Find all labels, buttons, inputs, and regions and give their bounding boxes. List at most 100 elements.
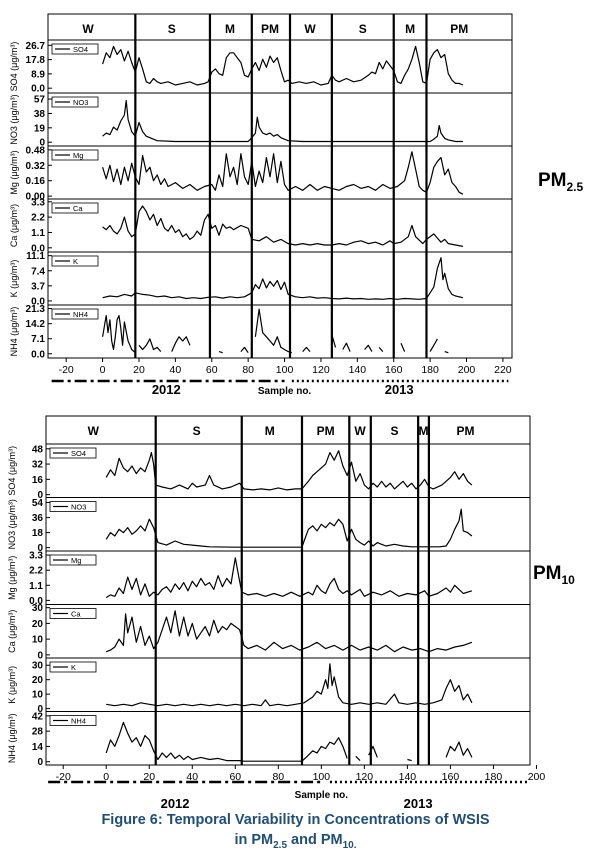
y-tick-label-so4-3: 26.7 (26, 41, 46, 52)
panel-frame-ca (45, 604, 531, 659)
y-tick-label-nh4-3: 21.3 (26, 304, 46, 315)
y-axis-label-ca: Ca (μg/m³) (7, 610, 17, 653)
x-tick-label-8: 140 (349, 364, 367, 376)
x-axis-label: Sample no. (258, 386, 312, 397)
y-tick-label-no3-2: 36 (32, 513, 44, 524)
legend-box-no3 (49, 501, 97, 512)
series-line-no3 (105, 508, 473, 548)
season-label-4: W (354, 424, 366, 438)
x-tick-label-0: -20 (59, 364, 74, 376)
x-tick-label-10: 180 (485, 771, 503, 783)
y-tick-label-no3-3: 57 (34, 95, 46, 106)
series-line-ca (102, 205, 464, 247)
series-line-mg (102, 151, 464, 195)
season-label-3: PM (261, 22, 279, 36)
y-axis-label-nh4: NH4 (μg/m³) (9, 307, 19, 357)
season-label-5: S (359, 22, 367, 36)
legend-box-nh4 (51, 308, 99, 320)
x-tick-label-4: 60 (229, 771, 241, 783)
legend-label-no3: NO3 (71, 503, 86, 512)
x-tick-label-8: 140 (399, 771, 417, 783)
y-tick-label-k-2: 7.4 (31, 266, 45, 277)
y-axis-label-k: K (μg/m³) (7, 666, 17, 704)
y-tick-label-nh4-2: 14.2 (26, 319, 46, 330)
y-axis-label-nh4: NH4 (μg/m³) (7, 713, 17, 763)
series-line-k (106, 663, 473, 707)
legend-label-ca: Ca (71, 610, 81, 619)
y-tick-label-ca-3: 30 (32, 603, 44, 614)
y-tick-label-k-1: 3.7 (31, 281, 45, 292)
series-line-so4 (102, 45, 464, 86)
figure-caption-line1: Figure 6: Temporal Variability in Concen… (101, 812, 490, 828)
y-axis-label-no3: NO3 (μg/m³) (7, 499, 17, 549)
panel-frame-mg (45, 550, 531, 605)
y-tick-label-so4-3: 48 (32, 444, 44, 455)
y-tick-label-so4-0: 0 (37, 490, 43, 501)
legend-box-mg (51, 149, 99, 161)
y-tick-label-ca-2: 2.2 (31, 213, 45, 224)
y-tick-label-so4-2: 32 (32, 460, 44, 471)
y-tick-label-no3-0: 0 (37, 543, 43, 554)
legend-box-so4 (49, 447, 97, 459)
legend-label-mg: Mg (71, 556, 81, 565)
season-label-0: W (82, 22, 94, 36)
season-label-1: S (193, 424, 201, 438)
y-tick-label-so4-2: 17.8 (26, 55, 46, 66)
x-tick-label-1: 0 (100, 364, 106, 376)
y-tick-label-k-1: 10 (32, 690, 44, 701)
panel-frame-k (45, 657, 531, 712)
legend-box-ca (49, 608, 97, 619)
y-tick-label-nh4-1: 7.1 (31, 334, 45, 345)
y-tick-label-mg-2: 0.32 (26, 161, 46, 172)
y-tick-label-mg-2: 2.2 (29, 566, 43, 577)
y-axis-label-no3: NO3 (μg/m³) (9, 94, 19, 144)
season-label-2: M (225, 22, 235, 36)
legend-box-no3 (51, 96, 99, 108)
y-tick-label-nh4-2: 28 (32, 727, 44, 738)
y-tick-label-ca-1: 1.1 (31, 228, 45, 239)
y-tick-label-k-2: 20 (32, 675, 44, 686)
series-line-nh4 (105, 721, 473, 762)
panel-frame-nh4 (45, 711, 531, 766)
x-axis-label: Sample no. (295, 790, 349, 801)
legend-label-so4: SO4 (71, 449, 86, 458)
season-label-1: S (168, 22, 176, 36)
y-tick-label-mg-3: 3.3 (29, 551, 43, 562)
x-tick-label-12: 220 (494, 364, 512, 376)
y-axis-label-so4: SO4 (μg/m³) (7, 446, 17, 496)
season-label-6: M (419, 424, 429, 438)
series-line-mg (105, 557, 473, 599)
legend-label-mg: Mg (73, 151, 83, 160)
season-label-2: M (265, 424, 275, 438)
y-tick-label-ca-0: 0.0 (31, 243, 45, 254)
y-tick-label-nh4-0: 0.0 (31, 349, 45, 360)
y-tick-label-k-3: 11.1 (26, 251, 45, 262)
x-tick-label-11: 200 (458, 364, 476, 376)
y-tick-label-so4-1: 8.9 (31, 69, 45, 80)
figure-caption-line2: in PM2.5 and PM10. (234, 832, 357, 851)
legend-label-k: K (71, 663, 76, 672)
legend-box-k (51, 255, 99, 267)
panel-frame-nh4 (47, 304, 513, 359)
season-label-7: PM (450, 22, 468, 36)
x-tick-label-9: 160 (385, 364, 403, 376)
legend-box-k (49, 661, 97, 673)
year-label-2012: 2012 (152, 382, 181, 397)
season-label-3: PM (317, 424, 335, 438)
x-tick-label-7: 120 (312, 364, 330, 376)
season-label-6: M (405, 22, 415, 36)
legend-label-no3: NO3 (73, 98, 88, 107)
y-tick-label-no3-1: 19 (34, 123, 46, 134)
legend-label-nh4: NH4 (73, 310, 88, 319)
y-tick-label-no3-2: 38 (34, 109, 46, 120)
legend-box-ca (51, 202, 99, 214)
y-tick-label-so4-0: 0.0 (31, 84, 45, 95)
chart-1: W S M PM W S M PM 0 16 32 48 SO4 (μg/m³) SO4 0 18 36 54 NO… (7, 415, 545, 811)
series-line-k (102, 257, 464, 300)
x-tick-label-7: 120 (356, 771, 374, 783)
panel-frame-no3 (47, 92, 513, 147)
panel-frame-ca (47, 198, 513, 253)
x-tick-label-1: 0 (103, 771, 109, 783)
x-tick-label-3: 40 (170, 364, 182, 376)
